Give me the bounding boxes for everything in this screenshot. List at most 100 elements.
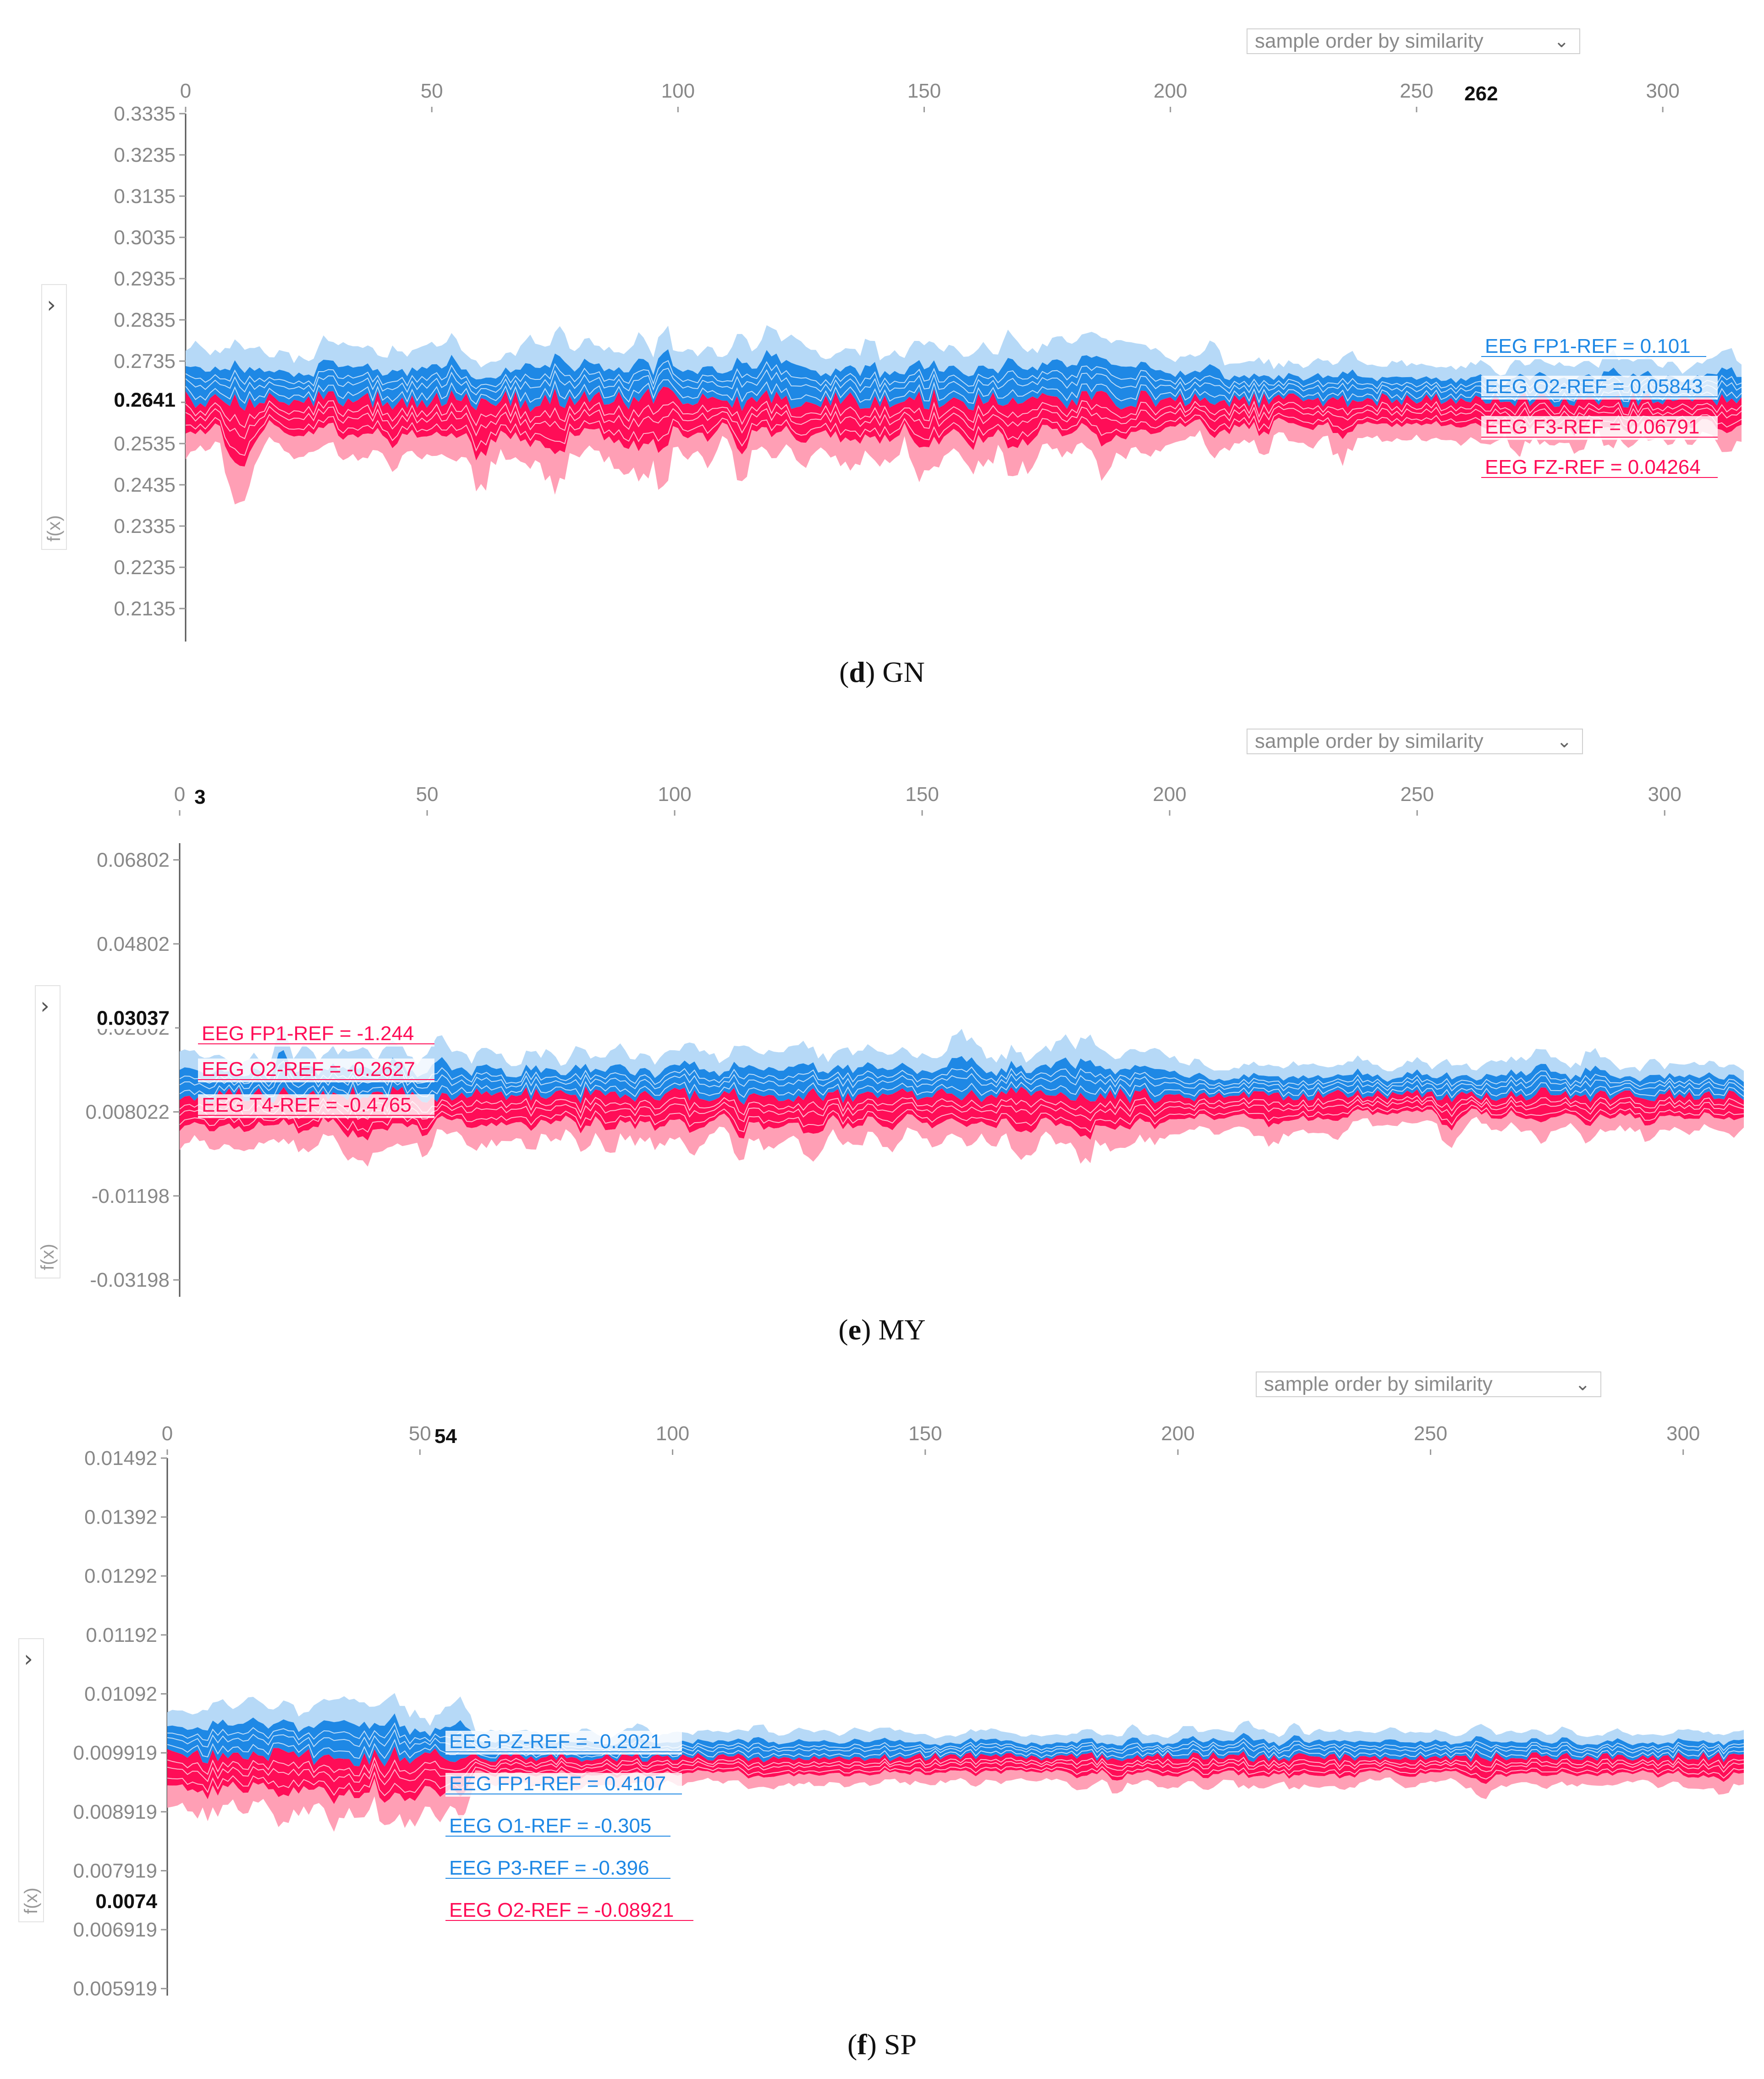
highlight-value-label: 0.03037 (97, 1007, 170, 1030)
negative-feature-label: EEG O1-REF = -0.305 (449, 1815, 651, 1837)
positive-feature-label: EEG O2-REF = -0.08921 (449, 1899, 674, 1921)
positive-feature-label: EEG FP1-REF = -1.244 (202, 1022, 414, 1045)
feature-label-bg (198, 1094, 434, 1118)
x-tick-label: 150 (905, 783, 939, 806)
panel-toggle-button[interactable]: › f(x) (41, 284, 67, 550)
x-tick-label: 0 (162, 1422, 173, 1445)
y-tick-label: 0.3335 (114, 103, 176, 125)
feature-separator-line (179, 1079, 1744, 1098)
x-tick-label: 200 (1154, 80, 1187, 102)
positive-feature-label: EEG T4-REF = -0.4765 (202, 1094, 412, 1116)
y-tick-label: 0.3035 (114, 226, 176, 249)
y-tick-label: 0.3135 (114, 185, 176, 208)
feature-separator-line (185, 400, 1742, 428)
feature-separator-line (179, 1099, 1744, 1123)
feature-label-bg (445, 1899, 693, 1923)
panel-toggle-button[interactable]: › f(x) (35, 985, 60, 1278)
positive-inner-band (186, 386, 1742, 467)
sample-order-dropdown[interactable]: sample order by similarity ⌄ (1247, 729, 1583, 754)
feature-label-bg (445, 1731, 682, 1755)
x-tick-label: 200 (1161, 1422, 1194, 1445)
highlight-value-label: 0.2641 (114, 389, 176, 411)
chevron-right-icon: › (47, 291, 56, 318)
sample-order-dropdown[interactable]: sample order by similarity ⌄ (1256, 1371, 1601, 1397)
x-tick-label: 100 (658, 783, 691, 806)
sample-order-dropdown[interactable]: sample order by similarity ⌄ (1247, 28, 1580, 54)
x-tick-label: 200 (1153, 783, 1186, 806)
y-tick-label: 0.009919 (73, 1742, 157, 1764)
y-tick-label: 0.01492 (84, 1447, 157, 1470)
y-tick-label: 0.01392 (84, 1506, 157, 1529)
shap-force-panel-gn: sample order by similarity ⌄ › f(x) 0 50 1… (0, 0, 1764, 715)
highlight-value-label: 0.0074 (95, 1890, 157, 1913)
feature-separator-line (167, 1728, 1744, 1755)
chevron-down-icon: ⌄ (1575, 1374, 1590, 1394)
caption-my: (e) MY (838, 1313, 926, 1346)
positive-inner-band (180, 1086, 1744, 1141)
y-tick-label: 0.2935 (114, 268, 176, 290)
feature-separator-line (167, 1756, 1744, 1778)
y-tick-label: 0.2335 (114, 515, 176, 538)
feature-separator-line (179, 1104, 1744, 1133)
y-tick-label: 0.2535 (114, 433, 176, 455)
highlight-sample-label: 3 (194, 786, 205, 808)
feature-separator-line (179, 1095, 1744, 1116)
feature-label-bg (1481, 376, 1718, 400)
negative-feature-label: EEG O2-REF = 0.05843 (1485, 375, 1703, 398)
chevron-down-icon: ⌄ (1556, 731, 1572, 752)
y-tick-label: 0.2735 (114, 350, 176, 373)
force-plot-gn: 0 50 100 150 200 250 300 262 0.3335 0.3235 0.3135 0… (80, 80, 1742, 642)
negative-feature-label: EEG P3-REF = -0.396 (449, 1857, 649, 1879)
chevron-right-icon: › (40, 993, 49, 1019)
x-tick-label: 300 (1646, 80, 1679, 102)
feature-label-bg (445, 1773, 682, 1797)
positive-feature-label: EEG FZ-REF = 0.04264 (1485, 456, 1701, 478)
x-tick-label: 0 (180, 80, 191, 102)
x-tick-label: 100 (656, 1422, 689, 1445)
caption-label: GN (882, 656, 925, 688)
x-tick-label: 300 (1648, 783, 1681, 806)
y-tick-label: 0.007919 (73, 1860, 157, 1882)
positive-feature-label: EEG F3-REF = 0.06791 (1485, 416, 1699, 438)
y-tick-label: 0.06802 (97, 849, 170, 871)
x-tick-label: 50 (421, 80, 443, 102)
panel-toggle-button[interactable]: › f(x) (18, 1638, 44, 1922)
caption-label: SP (884, 2028, 917, 2061)
negative-feature-label: EEG FP1-REF = 0.4107 (449, 1772, 666, 1795)
x-tick-label: 300 (1666, 1422, 1700, 1445)
caption-label: MY (878, 1313, 926, 1346)
y-tick-label: 0.01292 (84, 1565, 157, 1587)
feature-label-bg (1481, 416, 1718, 440)
feature-label-bg (445, 1857, 670, 1881)
x-tick-label: 150 (907, 80, 941, 102)
force-plot-sp: 0 50 100 150 200 250 300 54 0.01492 0.01392 0.0129… (62, 1422, 1744, 2000)
negative-outer-band (180, 1027, 1744, 1082)
feature-label-bg (1481, 335, 1706, 359)
x-tick-label: 150 (908, 1422, 942, 1445)
y-tick-label: 0.2835 (114, 309, 176, 331)
caption-letter: d (849, 656, 866, 688)
caption-sp: (f) SP (847, 2028, 917, 2061)
shap-force-panel-sp: sample order by similarity ⌄ › f(x) 0 50 1… (0, 1345, 1764, 2079)
x-tick-label: 250 (1414, 1422, 1447, 1445)
feature-separator-line (179, 1060, 1744, 1088)
feature-separator-line (185, 406, 1742, 439)
negative-feature-label: EEG PZ-REF = -0.2021 (449, 1730, 661, 1753)
caption-gn: (d) GN (839, 656, 925, 688)
chevron-right-icon: › (24, 1646, 33, 1672)
x-tick-label: 100 (661, 80, 695, 102)
positive-outer-band (186, 417, 1742, 505)
positive-outer-band (180, 1108, 1744, 1167)
x-tick-label: 250 (1400, 80, 1433, 102)
y-tick-label: 0.01192 (86, 1624, 157, 1646)
y-tick-label: 0.008919 (73, 1801, 157, 1823)
negative-inner-band (186, 349, 1742, 412)
y-tick-label: -0.03198 (90, 1269, 170, 1291)
feature-label-bg (445, 1815, 670, 1839)
force-plot-my: 05010015020025030030.068020.048020.02802… (74, 783, 1744, 1297)
negative-feature-label: EEG FP1-REF = 0.101 (1485, 335, 1691, 357)
feature-label-bg (198, 1059, 434, 1082)
y-tick-label: 0.005919 (73, 1978, 157, 2000)
feature-label-bg (1481, 456, 1718, 480)
highlight-value-bg (62, 1887, 163, 1913)
